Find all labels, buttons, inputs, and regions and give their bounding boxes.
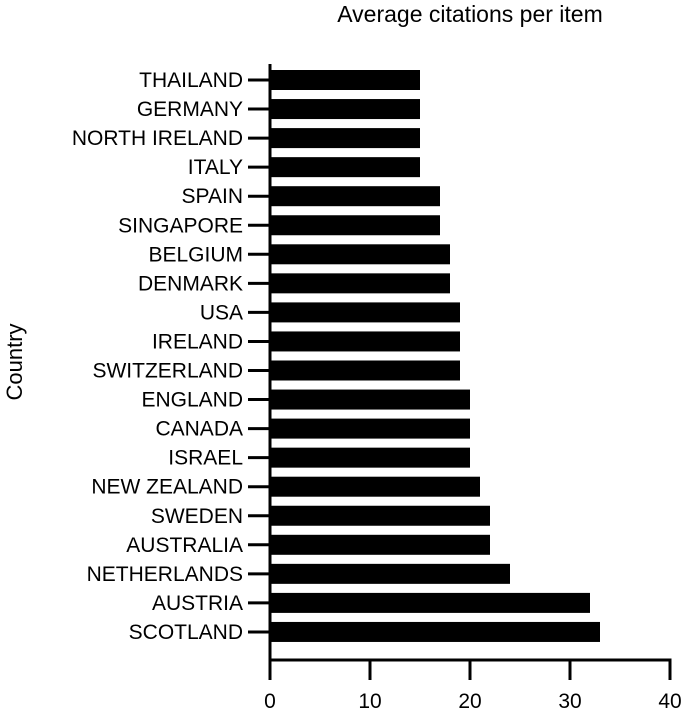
bar-ireland xyxy=(270,331,460,352)
bar-germany xyxy=(270,99,420,120)
category-label: AUSTRIA xyxy=(152,592,243,615)
category-label: NETHERLANDS xyxy=(87,563,243,586)
bar-usa xyxy=(270,302,460,323)
category-label: ITALY xyxy=(188,156,243,179)
category-label: SWEDEN xyxy=(151,505,243,528)
y-axis-label: Country xyxy=(2,323,27,400)
bar-england xyxy=(270,389,470,410)
bar-belgium xyxy=(270,244,450,265)
x-tick-label: 0 xyxy=(264,690,276,713)
bar-austria xyxy=(270,592,590,613)
bar-australia xyxy=(270,534,490,555)
category-labels-group: THAILAND GERMANY NORTH IRELAND ITALY SPAIN SI… xyxy=(72,69,270,644)
bar-netherlands xyxy=(270,563,510,584)
bar-singapore xyxy=(270,215,440,236)
x-tick-label: 20 xyxy=(458,690,481,713)
bar-denmark xyxy=(270,273,450,294)
category-label: BELGIUM xyxy=(148,243,243,266)
bar-spain xyxy=(270,186,440,207)
x-tick-label: 30 xyxy=(558,690,581,713)
bars-group xyxy=(270,70,600,642)
bar-scotland xyxy=(270,621,600,642)
x-tick-label: 10 xyxy=(358,690,381,713)
bar-north-ireland xyxy=(270,128,420,149)
category-label: DENMARK xyxy=(138,272,243,295)
category-label: THAILAND xyxy=(139,69,243,92)
chart-title: Average citations per item xyxy=(337,1,603,27)
category-label: ENGLAND xyxy=(141,389,243,412)
category-label: NORTH IRELAND xyxy=(72,127,243,150)
x-tick-label: 40 xyxy=(658,690,681,713)
bar-switzerland xyxy=(270,360,460,381)
bar-italy xyxy=(270,157,420,178)
category-label: AUSTRALIA xyxy=(126,534,243,557)
category-label: GERMANY xyxy=(137,98,243,121)
bar-sweden xyxy=(270,505,490,526)
category-label: CANADA xyxy=(155,418,243,441)
category-label: ISRAEL xyxy=(168,447,243,470)
bar-israel xyxy=(270,447,470,468)
category-label: SWITZERLAND xyxy=(92,360,243,383)
category-label: SPAIN xyxy=(182,185,243,208)
bar-thailand xyxy=(270,70,420,90)
x-axis: 0 10 20 30 40 xyxy=(264,658,682,713)
category-label: NEW ZEALAND xyxy=(91,476,243,499)
category-label: USA xyxy=(200,301,243,324)
category-label: SCOTLAND xyxy=(129,621,243,644)
category-label: SINGAPORE xyxy=(118,214,243,237)
category-label: IRELAND xyxy=(152,330,243,353)
bar-new-zealand xyxy=(270,476,480,497)
bar-canada xyxy=(270,418,470,439)
